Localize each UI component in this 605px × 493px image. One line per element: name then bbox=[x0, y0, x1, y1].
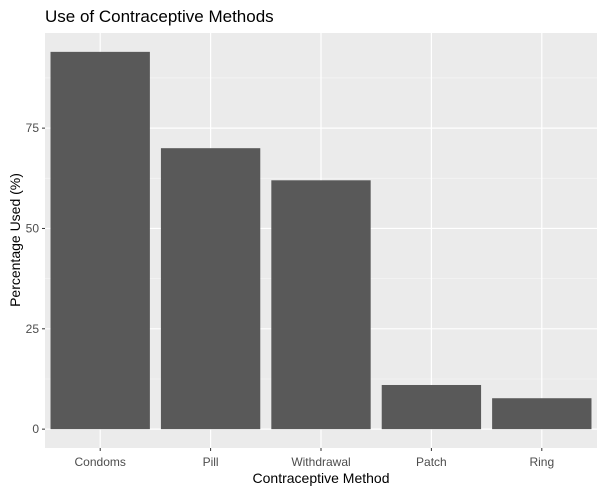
x-tick-label: Ring bbox=[529, 455, 554, 469]
x-tick-label: Withdrawal bbox=[291, 455, 350, 469]
y-axis-title: Percentage Used (%) bbox=[7, 173, 23, 307]
bar-withdrawal bbox=[271, 180, 371, 430]
y-axis: 0 25 50 75 bbox=[26, 121, 45, 436]
x-axis: Condoms Pill Withdrawal Patch Ring bbox=[75, 448, 554, 469]
x-tick-label: Pill bbox=[203, 455, 219, 469]
y-tick-label: 75 bbox=[26, 121, 40, 135]
bar-patch bbox=[381, 384, 482, 430]
y-tick-label: 50 bbox=[26, 221, 40, 235]
bar-condoms bbox=[50, 51, 150, 430]
bar-ring bbox=[492, 398, 592, 430]
x-tick-label: Patch bbox=[416, 455, 447, 469]
y-tick-label: 0 bbox=[32, 422, 39, 436]
chart-title: Use of Contraceptive Methods bbox=[45, 7, 274, 26]
bars bbox=[50, 51, 592, 430]
y-tick-label: 25 bbox=[26, 322, 40, 336]
x-tick-label: Condoms bbox=[75, 455, 126, 469]
bar-pill bbox=[160, 148, 261, 430]
x-axis-title: Contraceptive Method bbox=[253, 470, 390, 486]
